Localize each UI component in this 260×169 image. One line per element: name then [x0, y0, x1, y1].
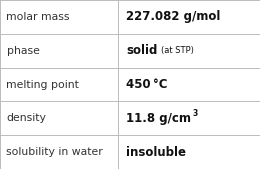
Text: melting point: melting point	[6, 79, 79, 90]
Text: phase: phase	[6, 46, 39, 56]
Text: 227.082 g/mol: 227.082 g/mol	[126, 10, 220, 23]
Text: density: density	[6, 113, 46, 123]
Text: 3: 3	[192, 109, 198, 118]
Text: 450 °C: 450 °C	[126, 78, 168, 91]
Text: solubility in water: solubility in water	[6, 147, 103, 157]
Text: molar mass: molar mass	[6, 12, 70, 22]
Text: solid: solid	[126, 44, 158, 57]
Text: 11.8 g/cm: 11.8 g/cm	[126, 112, 191, 125]
Text: insoluble: insoluble	[126, 146, 186, 159]
Text: (at STP): (at STP)	[161, 46, 194, 55]
